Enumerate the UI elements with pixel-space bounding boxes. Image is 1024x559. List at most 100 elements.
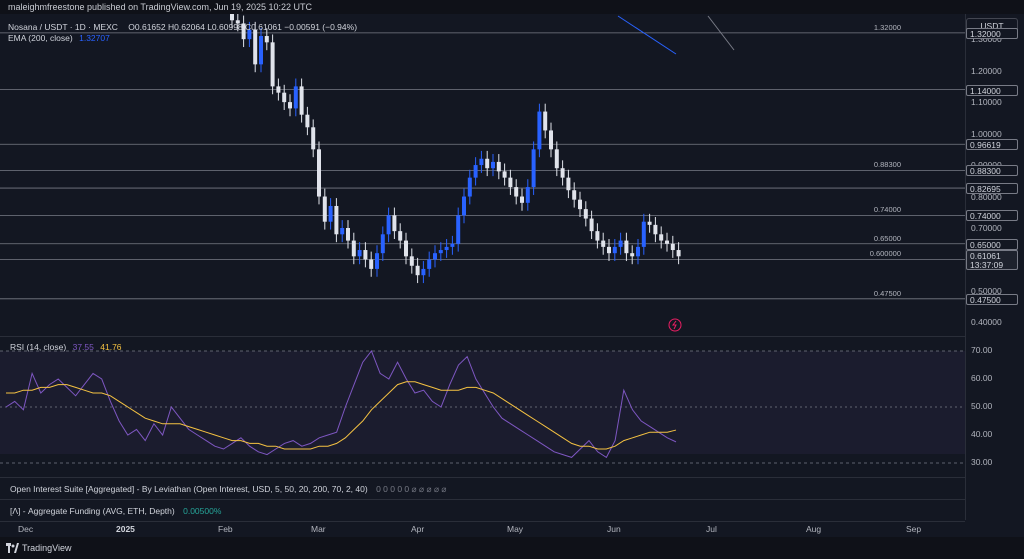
candle-body	[328, 205, 333, 222]
price-axis-label: 0.90000	[971, 160, 1002, 170]
level-price-tag: 0.88300	[966, 165, 1018, 177]
candle-body	[543, 111, 548, 131]
publish-bar: maleighmfreestone published on TradingVi…	[0, 0, 1024, 14]
candle-body	[282, 92, 287, 103]
candle-body	[305, 114, 310, 128]
rsi-label: RSI (14, close)	[10, 342, 67, 352]
live-price: 0.61061	[970, 251, 1001, 262]
candle-body	[363, 250, 368, 260]
symbol-legend: Nosana / USDT · 1D · MEXC O0.61652 H0.62…	[8, 22, 357, 32]
trend-line	[707, 15, 735, 51]
level-line-label: 0.74000	[873, 205, 901, 215]
candle-body	[235, 20, 240, 24]
candle-body	[444, 246, 449, 251]
level-price-tag: 0.82695	[966, 183, 1018, 195]
rsi-value: 37.55	[72, 342, 94, 352]
rsi-ma-line	[6, 381, 677, 450]
candle-body	[270, 42, 275, 87]
candle-body	[456, 215, 461, 244]
candle-body	[427, 259, 432, 269]
candle-body	[595, 231, 600, 241]
ema-line	[617, 15, 677, 55]
candle-body	[514, 187, 519, 197]
ema-label: EMA (200, close)	[8, 33, 73, 43]
candle-body	[467, 177, 472, 197]
candle-body	[253, 29, 258, 65]
level-price-tag: 0.65000	[966, 238, 1018, 250]
ohlc-values: O0.61652 H0.62064 L0.60998 C0.61061 −0.0…	[128, 22, 358, 32]
level-price-tag: 0.74000	[966, 210, 1018, 222]
rsi-axis-label: 40.00	[971, 429, 993, 439]
candle-body	[357, 250, 362, 257]
candle-body	[340, 228, 345, 235]
candle-body	[369, 259, 374, 269]
price-axis-label: 1.10000	[971, 97, 1002, 108]
candle-body	[230, 14, 234, 21]
rsi-chart[interactable]	[0, 337, 965, 477]
alert-icon	[668, 318, 682, 332]
candle-body	[247, 29, 252, 40]
candle-body	[601, 240, 606, 247]
price-axis-label: 0.50000	[971, 285, 1002, 296]
candle-body	[334, 205, 339, 235]
candle-body	[502, 171, 507, 178]
candle-body	[479, 158, 484, 166]
funding-legend: [Λ] - Aggregate Funding (AVG, ETH, Depth…	[10, 506, 221, 516]
candle-body	[386, 215, 391, 235]
candle-body	[288, 102, 292, 109]
candle-body	[676, 250, 681, 257]
price-axis-label: 0.80000	[971, 191, 1002, 202]
price-chart[interactable]	[0, 14, 965, 335]
open-interest-label: Open Interest Suite [Aggregated] - By Le…	[10, 484, 368, 494]
candle-body	[311, 127, 316, 150]
candle-body	[322, 196, 327, 222]
symbol-name: Nosana / USDT · 1D · MEXC	[8, 22, 118, 32]
rsi-line	[5, 349, 677, 459]
candle-body	[508, 177, 513, 188]
time-label: Sep	[906, 524, 922, 534]
level-line-label: 0.65000	[873, 233, 901, 243]
ema-legend: EMA (200, close) 1.32707	[8, 33, 110, 43]
rsi-axis-label: 70.00	[971, 345, 993, 355]
level-line-label: 0.600000	[869, 249, 901, 259]
tradingview-logo-icon	[6, 543, 19, 553]
candle-body	[404, 240, 408, 257]
candle-body	[293, 86, 298, 109]
candle-body	[560, 168, 565, 178]
price-axis-label: 0.40000	[971, 317, 1002, 328]
funding-row[interactable]: [Λ] - Aggregate Funding (AVG, ETH, Depth…	[0, 499, 965, 522]
candle-body	[473, 165, 478, 178]
candle-body	[554, 149, 559, 169]
candle-body	[496, 161, 501, 172]
candle-body	[566, 177, 571, 191]
candle-body	[351, 240, 356, 257]
candle-body	[264, 36, 269, 43]
rsi-axis-label: 50.00	[971, 401, 993, 411]
candle-body	[392, 215, 397, 232]
candle-body	[433, 253, 437, 260]
time-label: Mar	[311, 524, 326, 534]
price-pane[interactable]: Nosana / USDT · 1D · MEXC O0.61652 H0.62…	[0, 14, 965, 335]
price-axis-label: 0.70000	[971, 223, 1002, 233]
time-label: Apr	[411, 524, 425, 534]
rsi-pane[interactable]: RSI (14, close) 37.55 41.76	[0, 336, 965, 477]
open-interest-values: 0 0 0 0 0 ⌀ ⌀ ⌀ ⌀ ⌀	[376, 484, 447, 494]
open-interest-row[interactable]: Open Interest Suite [Aggregated] - By Le…	[0, 477, 965, 500]
time-label: 2025	[116, 524, 135, 534]
candle-body	[665, 240, 669, 244]
candle-body	[398, 231, 403, 241]
candle-body	[462, 196, 466, 216]
rsi-legend: RSI (14, close) 37.55 41.76	[10, 342, 122, 352]
rsi-axis-label: 30.00	[971, 457, 993, 467]
candle-body	[578, 199, 582, 210]
time-label: May	[507, 524, 524, 534]
candle-body	[641, 221, 646, 247]
time-axis[interactable]: Dec 2025 Feb Mar Apr May Jun Jul Aug Sep	[0, 521, 965, 536]
candle-body	[299, 86, 304, 115]
candle-body	[409, 256, 414, 266]
level-line-label: 1.32000	[873, 22, 901, 32]
level-price-tag: 1.14000	[966, 84, 1018, 96]
time-label: Dec	[18, 524, 34, 534]
time-label: Jul	[706, 524, 717, 534]
candle-body	[450, 243, 455, 247]
